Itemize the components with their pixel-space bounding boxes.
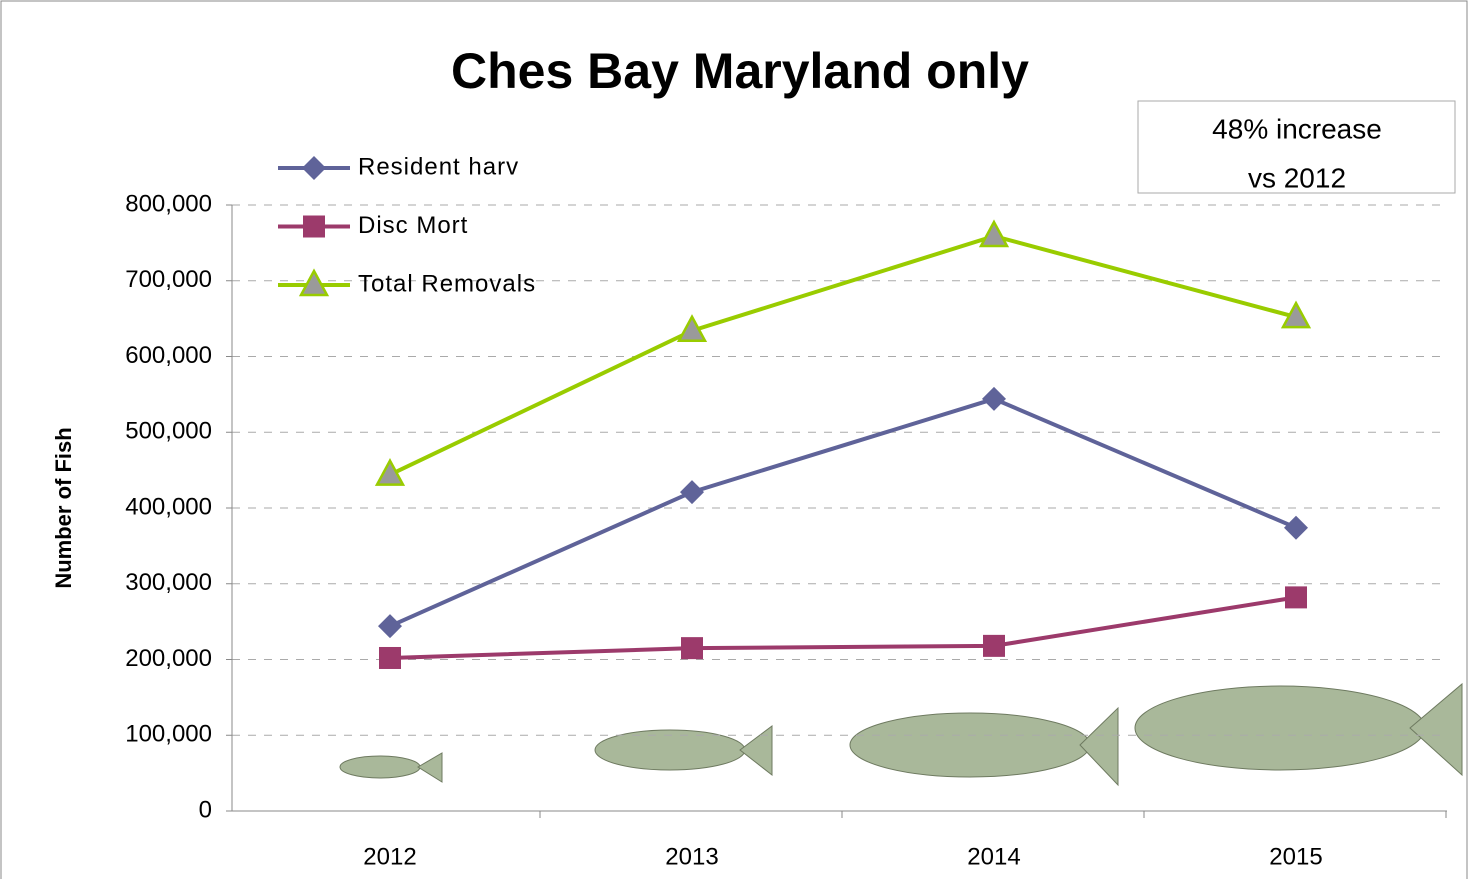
y-tick-label: 500,000: [125, 418, 212, 445]
y-tick-label: 300,000: [125, 569, 212, 596]
legend-marker: [302, 156, 326, 180]
x-tick-label: 2014: [967, 843, 1020, 870]
y-axis-label: Number of Fish: [51, 427, 76, 588]
fish: [1134, 685, 1426, 771]
fish-tail: [1079, 706, 1119, 787]
y-tick-label: 400,000: [125, 493, 212, 520]
y-tick-label: 700,000: [125, 266, 212, 293]
fish-tail: [417, 752, 443, 783]
chart-title: Ches Bay Maryland only: [451, 43, 1029, 99]
y-tick-label: 0: [199, 796, 212, 823]
y-tick-label: 200,000: [125, 645, 212, 672]
y-tick-label: 100,000: [125, 721, 212, 748]
fish: [339, 755, 421, 779]
data-point: [374, 458, 406, 486]
data-point: [978, 219, 1010, 248]
data-point: [378, 614, 402, 639]
annotation-box: [1137, 100, 1456, 194]
legend-label: Disc Mort: [358, 212, 468, 239]
data-point: [1280, 300, 1312, 329]
annotation-line: 48% increase: [1212, 113, 1382, 144]
y-tick-label: 800,000: [125, 190, 212, 217]
legend-marker: [298, 268, 330, 297]
series-line: [389, 396, 1297, 628]
data-point: [681, 637, 703, 660]
fish-tail: [739, 725, 773, 777]
x-tick-label: 2013: [665, 843, 718, 870]
series-line: [389, 595, 1297, 660]
data-point: [379, 646, 401, 669]
data-point: [983, 634, 1005, 657]
y-tick-label: 600,000: [125, 342, 212, 369]
data-point: [1284, 515, 1308, 540]
legend-label: Total Removals: [358, 270, 536, 297]
fish-decorations: [339, 682, 1463, 787]
data-point: [680, 480, 704, 505]
data-point: [676, 314, 708, 342]
x-tick-label: 2012: [363, 843, 416, 870]
legend-marker: [303, 215, 325, 238]
fish: [849, 712, 1091, 778]
legend-label: Resident harv: [358, 153, 519, 180]
series-line: [389, 233, 1297, 477]
fish-tail: [1409, 682, 1463, 777]
fish: [594, 729, 746, 771]
annotation-line: vs 2012: [1248, 162, 1346, 193]
data-point: [982, 386, 1006, 411]
data-point: [1285, 586, 1307, 609]
x-tick-label: 2015: [1269, 843, 1322, 870]
